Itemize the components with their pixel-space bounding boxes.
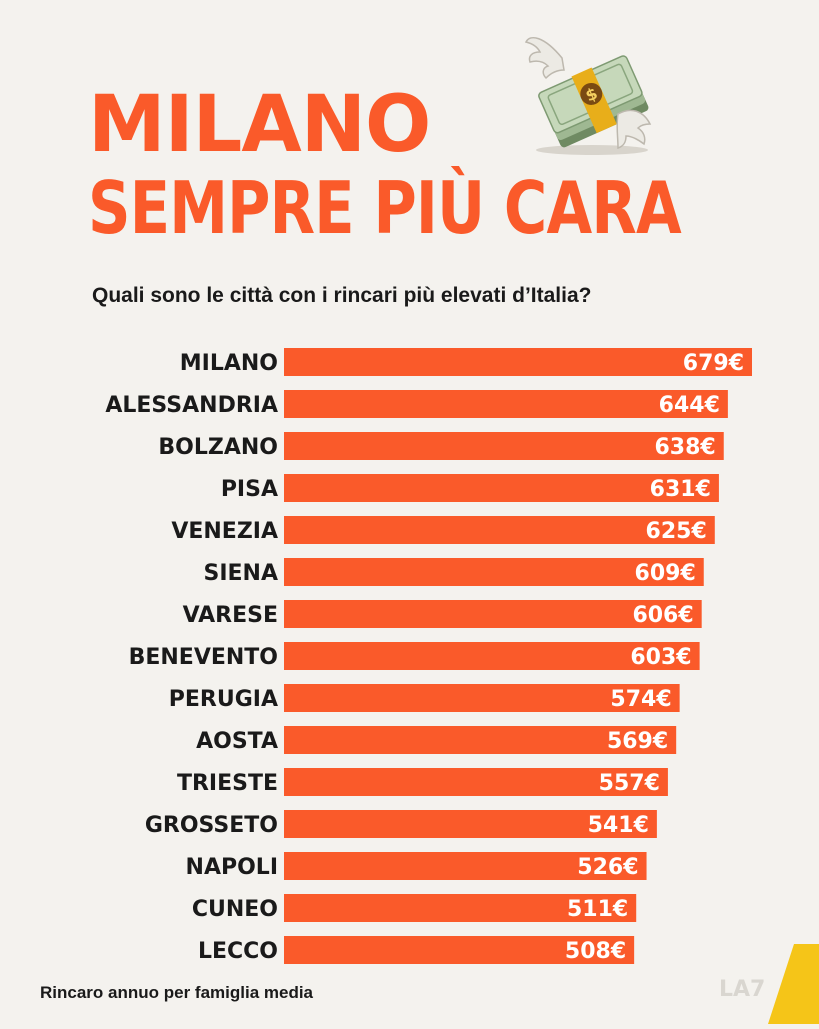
bar	[284, 684, 680, 712]
logo-text: LA7	[719, 977, 765, 1002]
flying-money-icon: $	[522, 28, 657, 158]
value-label: 508€	[565, 939, 626, 964]
bar	[284, 558, 704, 586]
category-label: CUNEO	[192, 897, 278, 922]
bar	[284, 936, 635, 964]
title-line-1: MILANO	[88, 80, 431, 170]
category-label: PISA	[221, 477, 278, 502]
category-label: VENEZIA	[171, 519, 278, 544]
value-label: 679€	[683, 351, 744, 376]
bar	[284, 600, 702, 628]
bar	[284, 894, 637, 922]
bar	[284, 726, 677, 754]
category-label: GROSSETO	[145, 813, 278, 838]
bar	[284, 516, 715, 544]
category-label: LECCO	[198, 939, 278, 964]
title-line-2: SEMPRE PIÙ CARA	[88, 166, 682, 250]
category-label: BENEVENTO	[129, 645, 278, 670]
category-label: AOSTA	[196, 729, 278, 754]
chart-subtitle: Quali sono le città con i rincari più el…	[92, 284, 592, 307]
category-label: VARESE	[183, 603, 278, 628]
bar	[284, 852, 647, 880]
value-label: 644€	[659, 393, 720, 418]
bar	[284, 642, 700, 670]
la7-logo: LA7	[716, 944, 819, 1024]
value-label: 541€	[588, 813, 649, 838]
category-label: BOLZANO	[158, 435, 278, 460]
bar	[284, 810, 657, 838]
category-label: MILANO	[180, 351, 278, 376]
value-label: 609€	[635, 561, 696, 586]
value-label: 631€	[650, 477, 711, 502]
bar	[284, 348, 752, 376]
category-label: TRIESTE	[177, 771, 278, 796]
category-label: ALESSANDRIA	[105, 393, 278, 418]
value-label: 625€	[646, 519, 707, 544]
value-label: 603€	[630, 645, 691, 670]
bar-chart: MILANO 679€ ALESSANDRIA 644€ BOLZANO 638€ PISA…	[105, 348, 752, 964]
bar	[284, 474, 719, 502]
value-label: 606€	[632, 603, 693, 628]
category-label: NAPOLI	[186, 855, 278, 880]
value-label: 638€	[655, 435, 716, 460]
value-label: 511€	[567, 897, 628, 922]
value-label: 526€	[577, 855, 638, 880]
bar	[284, 768, 668, 796]
value-label: 557€	[599, 771, 660, 796]
footer-note: Rincaro annuo per famiglia media	[40, 983, 314, 1002]
category-label: SIENA	[204, 561, 279, 586]
bar	[284, 432, 724, 460]
value-label: 574€	[610, 687, 671, 712]
value-label: 569€	[607, 729, 668, 754]
category-label: PERUGIA	[169, 687, 278, 712]
bar	[284, 390, 728, 418]
